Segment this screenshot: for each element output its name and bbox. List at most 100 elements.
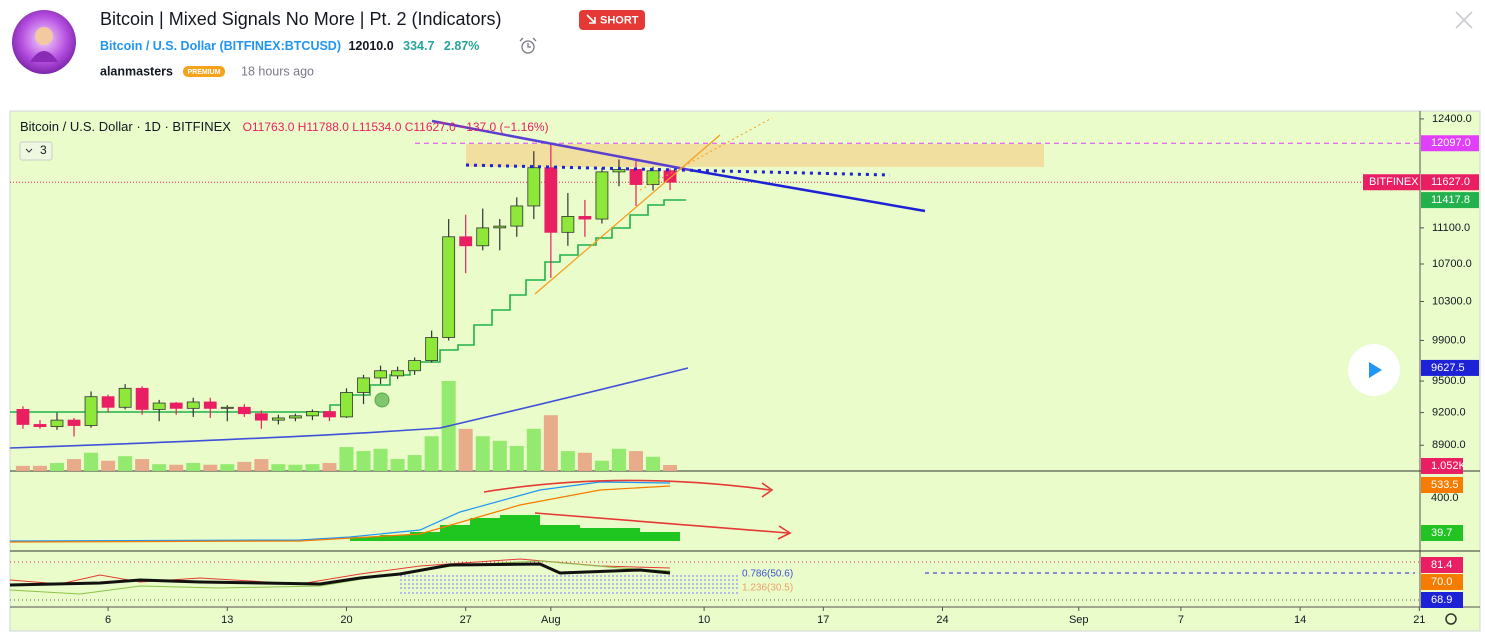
close-button[interactable]: [1455, 11, 1473, 29]
rsi-pane: 0.786(50.6) 1.236(30.5): [9, 558, 1420, 601]
trendline[interactable]: [431, 119, 691, 172]
candle-body: [323, 411, 336, 418]
x-tick-label: 20: [340, 614, 352, 626]
candle-body: [50, 419, 64, 428]
fib-label: 1.236(30.5): [742, 583, 793, 594]
candle-body: [340, 392, 353, 418]
volume-bar: [492, 440, 507, 471]
indicator-label: 1.052K: [1431, 460, 1467, 472]
volume-bar: [407, 455, 422, 471]
candle-body: [67, 419, 81, 426]
fib-levels: [400, 575, 740, 594]
candle-body: [629, 168, 643, 185]
volume-bar: [135, 459, 150, 471]
volume-bar: [663, 465, 678, 471]
volume-bar: [577, 452, 592, 471]
y-tick-label: 11100.0: [1432, 222, 1470, 234]
premium-badge-text: PREMIUM: [187, 69, 220, 76]
candle-body: [578, 216, 592, 220]
symbol-code[interactable]: (BITFINEX:BTCUSD): [219, 39, 341, 53]
x-tick-label: 7: [1178, 614, 1184, 626]
play-icon: [1369, 362, 1382, 378]
candle-body: [289, 415, 302, 419]
symbol-line: Bitcoin / U.S. Dollar (BITFINEX:BTCUSD) …: [100, 39, 479, 53]
symbol-price: 12010.0: [348, 39, 393, 53]
candle-body: [493, 225, 507, 229]
volume-bar: [646, 456, 661, 471]
settings-button[interactable]: [1445, 613, 1457, 625]
candle-body: [84, 396, 98, 426]
x-tick-label: Sep: [1069, 614, 1089, 626]
volume-bar: [288, 464, 303, 471]
signal-dot: [374, 392, 390, 408]
trendlines: [431, 117, 926, 295]
symbol-name[interactable]: Bitcoin / U.S. Dollar: [100, 39, 216, 53]
volume-bar: [32, 465, 47, 471]
candle-body: [646, 170, 660, 185]
volume-bar: [390, 459, 405, 471]
indicator-label: 68.9: [1431, 594, 1452, 606]
y-tick-label: 9900.0: [1432, 334, 1466, 346]
author[interactable]: alanmasters: [100, 64, 173, 78]
symbol-change: 334.7: [403, 39, 434, 53]
candle-body: [118, 387, 132, 408]
candle-body: [220, 406, 234, 409]
indicator-label-bg: [1421, 592, 1463, 608]
studies-toggle-icon: [25, 148, 33, 153]
short-badge-text: SHORT: [600, 14, 639, 26]
idea-title: Bitcoin | Mixed Signals No More | Pt. 2 …: [100, 9, 502, 29]
legend-symbol: Bitcoin / U.S. Dollar · 1D · BITFINEX: [20, 119, 231, 134]
volume-bar: [169, 464, 184, 471]
candle-body: [271, 417, 285, 421]
trendline[interactable]: [534, 134, 721, 295]
candle-body: [442, 236, 456, 338]
candle-body: [561, 216, 575, 233]
macd-pane: [9, 479, 792, 543]
volume-bar: [254, 459, 269, 471]
candle-body: [425, 337, 439, 361]
moving-average: [9, 367, 689, 449]
indicator-label: 70.0: [1431, 576, 1452, 588]
y-tick-label: 8900.0: [1432, 439, 1466, 451]
price-label: 12097.0: [1431, 137, 1471, 149]
candle-body: [527, 167, 541, 207]
volume-bar: [458, 428, 473, 471]
price-label-bg: [1421, 192, 1479, 209]
trendline[interactable]: [689, 168, 926, 213]
studies-toggle[interactable]: [19, 141, 53, 161]
candle-body: [203, 401, 217, 409]
volume-bar: [84, 452, 99, 471]
candle-body: [33, 424, 47, 428]
candle-body: [595, 171, 609, 220]
x-tick-label: Aug: [541, 614, 561, 626]
volume-bar: [424, 436, 439, 471]
volume-bar: [15, 465, 30, 471]
volume-bar: [560, 451, 575, 471]
candle-body: [135, 387, 149, 410]
volume-bar: [322, 463, 337, 471]
volume-bar: [152, 464, 167, 471]
price-label-bg: [1421, 135, 1479, 152]
volume-bar: [67, 459, 82, 471]
indicator-label: 533.5: [1431, 479, 1459, 491]
fib-label: 0.786(50.6): [742, 569, 793, 580]
chart-background: [9, 110, 1481, 632]
candle-body: [476, 227, 490, 247]
x-tick-label: 17: [817, 614, 829, 626]
short-badge: [579, 10, 645, 30]
indicator-label-bg: [1421, 557, 1463, 573]
volume-bar: [203, 464, 218, 471]
overlay-lines: [9, 199, 689, 449]
candle-body: [254, 413, 268, 421]
candle-body: [374, 370, 387, 379]
price-label-bg: [1421, 359, 1479, 376]
alert-icon[interactable]: [519, 37, 537, 54]
x-tick-label: 6: [105, 614, 111, 626]
x-tick-label: 10: [698, 614, 710, 626]
support-line[interactable]: [465, 163, 891, 177]
candle-body: [237, 406, 251, 415]
resistance-zone[interactable]: [466, 144, 1044, 167]
trendline[interactable]: [639, 117, 773, 191]
